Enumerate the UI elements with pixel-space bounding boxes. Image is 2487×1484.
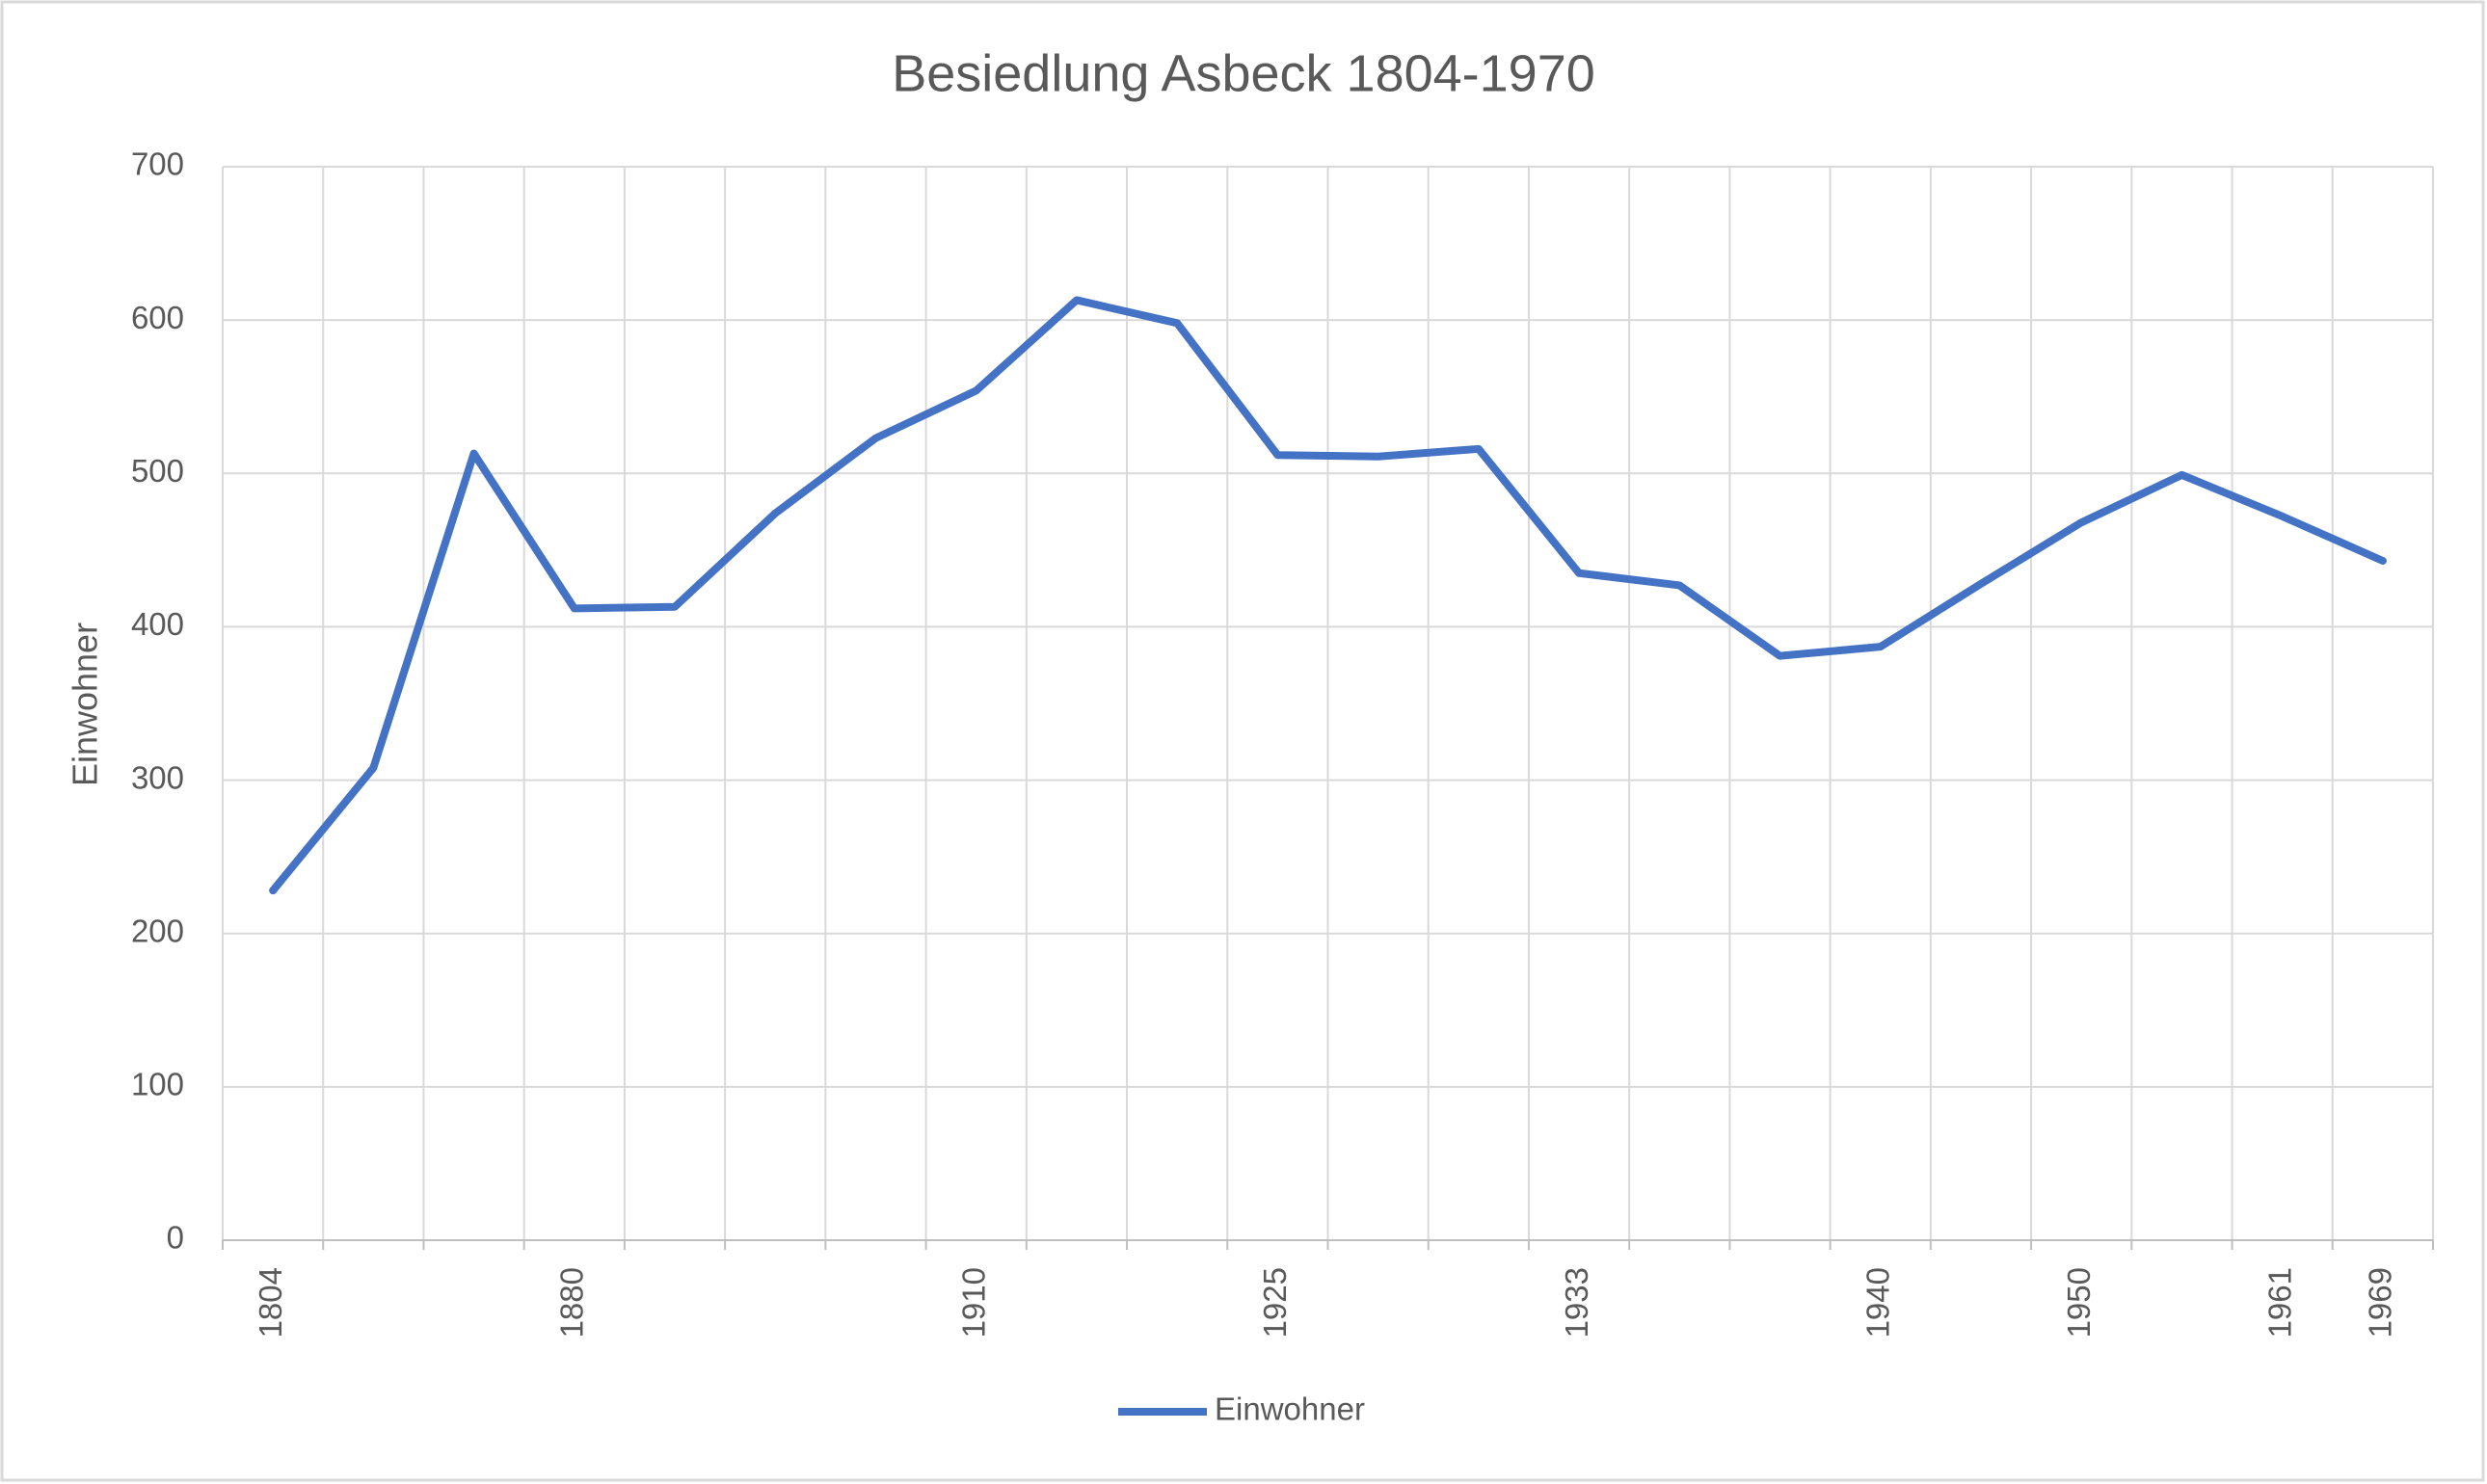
x-tick-label: 1804 [253, 1267, 288, 1338]
y-axis-label: Einwohner [66, 623, 105, 786]
x-tick-label: 1880 [554, 1267, 590, 1338]
chart-title: Besiedlung Asbeck 1804-1970 [892, 44, 1595, 102]
y-tick-label: 400 [131, 606, 184, 642]
x-tick-label: 1961 [2261, 1267, 2297, 1338]
y-tick-label: 300 [131, 759, 184, 795]
legend-label: Einwohner [1215, 1391, 1365, 1427]
y-tick-label: 700 [131, 146, 184, 182]
y-tick-label: 100 [131, 1067, 184, 1102]
line-series [269, 296, 2387, 895]
y-tick-label: 0 [167, 1220, 184, 1256]
y-tick-label: 500 [131, 453, 184, 489]
x-tick-label: 1969 [2363, 1267, 2398, 1338]
x-tick-label: 1950 [2061, 1267, 2097, 1338]
y-tick-label: 200 [131, 913, 184, 948]
x-tick-label: 1925 [1257, 1267, 1293, 1338]
x-tick-label: 1933 [1559, 1267, 1594, 1338]
x-tick-label: 1940 [1859, 1267, 1895, 1338]
y-tick-label: 600 [131, 300, 184, 335]
x-tick-label: 1910 [955, 1267, 991, 1338]
